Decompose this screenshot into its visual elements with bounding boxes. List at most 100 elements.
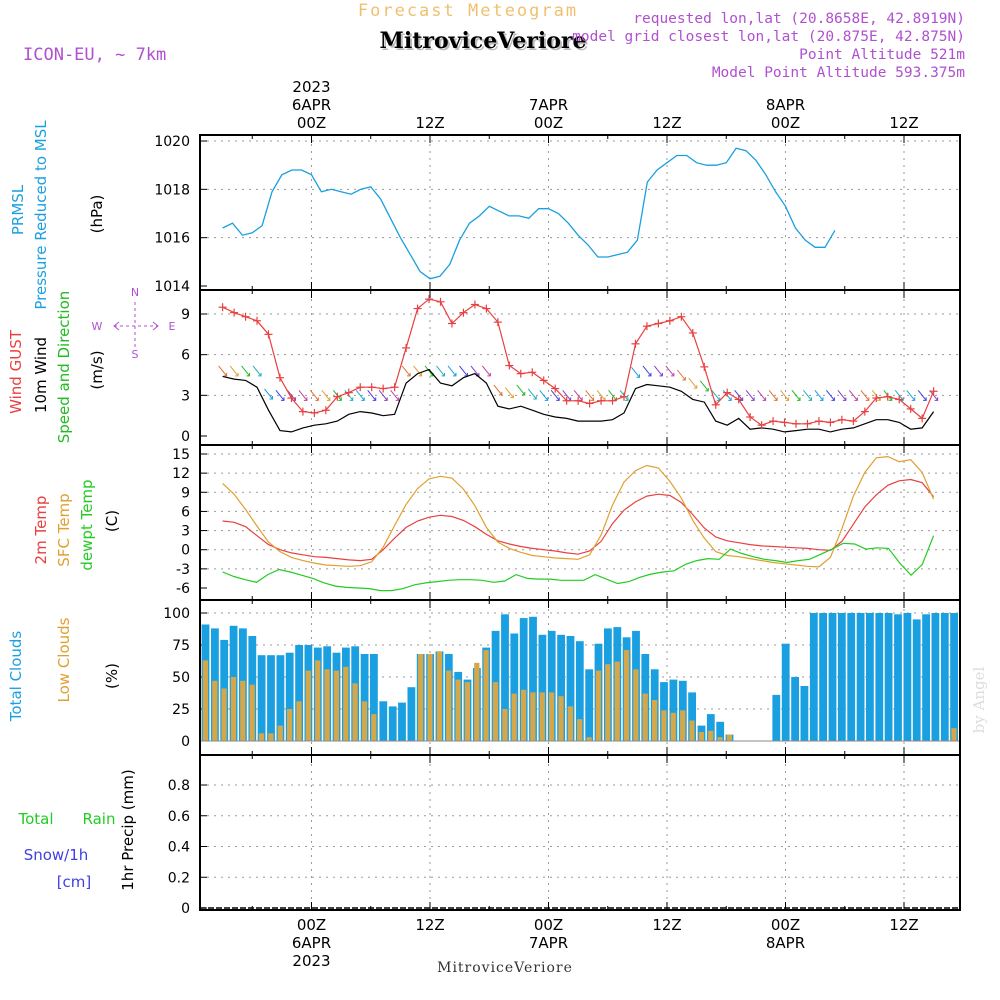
wind-arrow-head [338, 397, 342, 401]
total-cloud-bar [809, 613, 818, 741]
total-cloud-bar [688, 692, 696, 741]
wind-arrow-head [785, 397, 790, 401]
low-cloud-bar [680, 710, 686, 741]
total-cloud-bar [828, 613, 837, 741]
wind-arrow-head [372, 397, 377, 401]
gust-point [642, 322, 651, 331]
wind-arrow-head [659, 372, 663, 377]
y-tick-label: 0 [181, 734, 190, 750]
gust-point [757, 421, 766, 430]
gust-point [769, 417, 778, 426]
wind-arrow-head [636, 374, 640, 378]
wind-arrow-icon [447, 365, 457, 377]
gust-point [574, 396, 583, 405]
y-tick-label: 100 [163, 606, 190, 622]
wind-arrow-icon [585, 390, 595, 401]
top-date-label: 7APR [529, 96, 568, 114]
top-hour-label: 00Z [771, 114, 800, 132]
gust-point [447, 319, 456, 328]
low-cloud-bar [436, 651, 442, 741]
wind-arrow-icon [929, 390, 939, 401]
wind-arrow-head [739, 397, 744, 401]
gust-point [929, 387, 938, 396]
wind-arrow-shaft [413, 365, 422, 377]
gust-point [619, 392, 628, 401]
total-cloud-bar [912, 619, 921, 741]
low-cloud-bar [361, 701, 368, 741]
prmsl-label: PRMSL [9, 184, 27, 235]
wind-arrow-shaft [470, 365, 480, 377]
model-label: ICON-EU, ~ 7km [23, 45, 166, 65]
low-cloud-bar [221, 688, 227, 741]
wind-arrow-icon [401, 365, 411, 377]
wind-arrow-head [888, 397, 893, 401]
top-hour-label: 00Z [534, 114, 563, 132]
wind-arrow-shaft [218, 365, 228, 377]
wind-arrow-icon [516, 384, 526, 396]
gust-point [918, 414, 927, 423]
gust-point [321, 406, 330, 415]
wind-unit-label: (m/s) [88, 350, 106, 389]
wind-arrow-icon [757, 390, 767, 401]
wind-arrow-shaft [355, 390, 365, 401]
pressure-side-labels: PRMSL Pressure Reduced to MSL (hPa) [9, 120, 106, 310]
wind-arrow-shaft [676, 369, 686, 381]
low-cloud-bar [212, 680, 218, 741]
wind-arrow-shaft [596, 390, 606, 401]
y-tick-label: 6 [181, 348, 190, 364]
chart-panels: 1014 1016 1018 1020 0 3 6 9 -6 -3 0 3 6 9 12 15 0 25 50 75 1… [154, 134, 961, 917]
wind-arrow-icon [229, 365, 239, 377]
y-tick-label: 0 [181, 543, 190, 559]
wind-arrow-icon [218, 365, 228, 377]
low-cloud-bar [623, 650, 630, 741]
station-title: MitroviceVeriore [380, 28, 587, 54]
wind-arrow-shaft [401, 365, 411, 377]
wind-arrow-shaft [447, 365, 457, 377]
low-cloud-bar [652, 700, 658, 741]
wind-arrow-shaft [309, 390, 319, 401]
y-tick-label: 3 [181, 524, 190, 540]
wind-arrow-head [349, 397, 354, 401]
wind-arrow-head [246, 372, 251, 377]
wind-arrow-shaft [390, 390, 400, 401]
wind-arrow-shaft [550, 390, 560, 401]
y-tick-label: 3 [181, 388, 190, 404]
total-cloud-bar [847, 613, 856, 741]
point-altitude: Point Altitude 521m [799, 47, 965, 63]
precip-side-labels: Total Rain Snow/1h [cm] 1hr Precip (mm) [17, 769, 137, 891]
top-hour-label: 12Z [415, 114, 444, 132]
low-cloud-bar [352, 683, 358, 741]
gust-point [425, 295, 434, 304]
y-tick-label: 0.4 [168, 840, 190, 856]
bottom-hour-label: 12Z [652, 916, 681, 934]
gust-point [860, 407, 869, 416]
wind-arrow-head [418, 372, 423, 377]
total-cloud-bar [950, 613, 958, 741]
total-cloud-bar [940, 613, 949, 741]
gust-point [665, 316, 674, 325]
wind-arrow-icon [390, 390, 400, 401]
total-cloud-bar [706, 714, 715, 741]
sfc-temp-label: SFC Temp [55, 493, 73, 566]
total-cloud-bar [257, 655, 266, 741]
wind-arrow-icon [539, 390, 549, 401]
wind-arrow-shaft [252, 365, 262, 377]
temp-side-labels: 2m Temp SFC Temp dewpt Temp (C) [32, 479, 121, 570]
wind-arrow-head [315, 397, 319, 401]
y-tick-label: 15 [172, 447, 190, 463]
panel-wind: 0 3 6 9 [181, 289, 961, 446]
wind-arrow-head [452, 372, 457, 377]
wind-arrow-icon [493, 384, 503, 396]
wind-arrow-shaft [608, 390, 617, 401]
wind-arrow-shaft [654, 365, 663, 377]
gust-point [241, 312, 250, 321]
wind-arrow-icon [791, 390, 801, 401]
wind-arrow-shaft [745, 390, 755, 401]
total-cloud-bar [903, 613, 912, 741]
dewpt-line [222, 535, 935, 592]
bottom-date-label: 8APR [766, 934, 805, 952]
gust-point [275, 373, 284, 382]
pressure-msl-label: Pressure Reduced to MSL [32, 120, 50, 310]
low-clouds-label: Low Clouds [55, 617, 73, 702]
y-tick-label: 0.2 [168, 870, 190, 886]
